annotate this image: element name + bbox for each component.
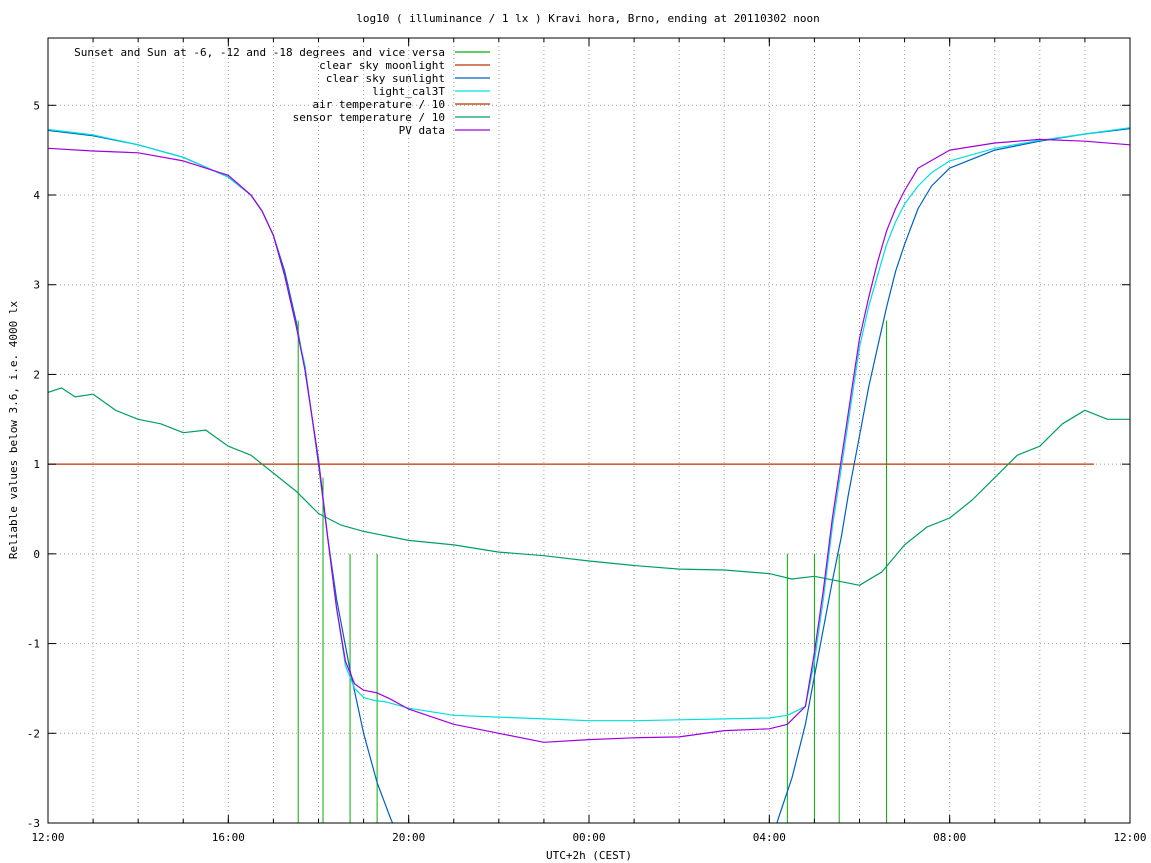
legend-entry-label: Sunset and Sun at -6, -12 and -18 degree…: [74, 46, 445, 59]
y-tick-label: -2: [27, 727, 40, 740]
x-tick-label: 12:00: [31, 831, 64, 844]
x-tick-label: 20:00: [392, 831, 425, 844]
y-tick-label: 4: [33, 189, 40, 202]
series-group: [48, 127, 1130, 823]
chart-title: log10 ( illuminance / 1 lx ) Kravi hora,…: [356, 12, 820, 25]
x-tick-label: 04:00: [753, 831, 786, 844]
legend-entry-label: light_cal3T: [372, 85, 445, 98]
y-tick-label: 0: [33, 548, 40, 561]
legend-entry-label: sensor temperature / 10: [293, 111, 445, 124]
x-tick-label: 00:00: [572, 831, 605, 844]
x-axis-label: UTC+2h (CEST): [546, 849, 632, 862]
y-tick-label: -3: [27, 817, 40, 830]
x-tick-label: 16:00: [212, 831, 245, 844]
series-line-3: [48, 127, 1130, 722]
series-line-2: [48, 128, 1130, 823]
y-tick-label: -1: [27, 638, 40, 651]
y-tick-label: 5: [33, 99, 40, 112]
y-tick-label: 2: [33, 368, 40, 381]
legend: Sunset and Sun at -6, -12 and -18 degree…: [74, 46, 490, 137]
series-line-5: [48, 387, 1130, 586]
series-layer: [48, 127, 1130, 823]
x-tick-label: 12:00: [1113, 831, 1146, 844]
legend-entry-label: clear sky moonlight: [319, 59, 445, 72]
x-tick-label: 08:00: [933, 831, 966, 844]
y-tick-label: 1: [33, 458, 40, 471]
legend-entry-label: air temperature / 10: [313, 98, 445, 111]
y-axis-label: Reliable values below 3.6, i.e. 4000 lx: [7, 300, 20, 559]
legend-entry-label: PV data: [399, 124, 445, 137]
series-line-6: [48, 138, 1130, 743]
legend-entry-label: clear sky sunlight: [326, 72, 445, 85]
y-tick-label: 3: [33, 279, 40, 292]
tick-layer: 12:00 16:00 20:00 00:00 04:00 08:00 12:00-3-2-…: [27, 38, 1147, 844]
